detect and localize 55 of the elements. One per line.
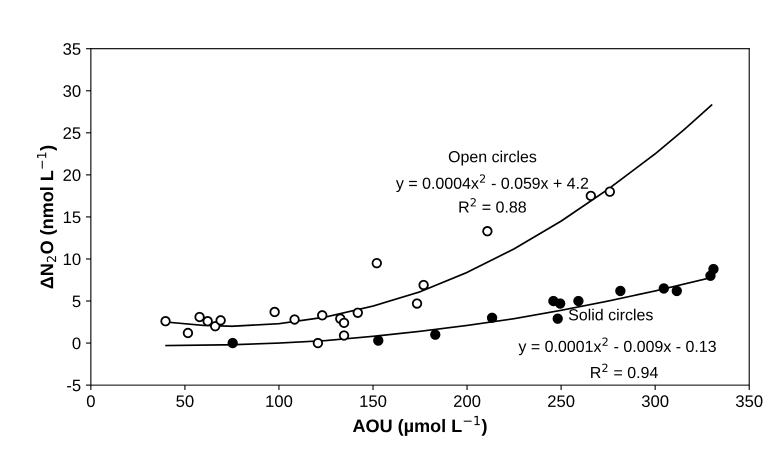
x-tick-label: 350 xyxy=(736,395,762,408)
y-tick-label: 25 xyxy=(63,127,80,140)
y-axis-title: ΔN$_{2}$O (nmol L$^{−1}$) xyxy=(37,146,57,288)
x-tick-label: 150 xyxy=(360,395,386,408)
point xyxy=(338,318,350,328)
annotation: Solid circles xyxy=(568,308,653,320)
y-tick-label: 15 xyxy=(64,211,80,224)
point xyxy=(160,316,171,326)
y-tick-label: 30 xyxy=(63,85,80,97)
annotation: y = 0.0001x$^{2}$ - 0.009x - 0.13 xyxy=(518,337,716,356)
point xyxy=(215,315,226,326)
y-tick-label: 5 xyxy=(72,296,80,308)
annotation: R$^{2}$ = 0.88 xyxy=(459,198,526,213)
point xyxy=(202,316,213,326)
point xyxy=(269,306,280,318)
point xyxy=(338,330,350,341)
point xyxy=(552,313,563,324)
point xyxy=(482,226,493,236)
y-tick-label: 0 xyxy=(72,337,80,350)
point xyxy=(554,298,566,309)
point xyxy=(317,310,328,321)
point xyxy=(372,258,382,268)
point xyxy=(708,264,719,274)
x-axis-title: AOU (µmol L$^{−1}$) xyxy=(352,416,487,436)
point xyxy=(228,338,238,348)
x-tick-label: 200 xyxy=(454,395,480,408)
x-tick-label: 100 xyxy=(266,395,292,408)
point xyxy=(573,296,584,306)
point xyxy=(430,329,440,340)
annotation: R$^{2}$ = 0.94 xyxy=(591,364,658,378)
point xyxy=(182,328,194,338)
point xyxy=(604,186,616,197)
x-tick-label: 0 xyxy=(86,395,95,408)
point xyxy=(194,312,205,322)
y-tick-label: -5 xyxy=(67,380,80,392)
point xyxy=(210,321,220,332)
point xyxy=(658,283,669,294)
y-tick-label: 20 xyxy=(63,169,80,182)
x-tick-label: 250 xyxy=(548,395,574,408)
annotation: y = 0.0004x$^{2}$ - 0.059x + 4.2 xyxy=(396,174,588,192)
point xyxy=(412,298,422,309)
x-tick-label: 300 xyxy=(642,395,668,408)
point xyxy=(486,312,498,324)
point xyxy=(418,280,429,290)
point xyxy=(615,286,626,296)
point xyxy=(672,286,682,296)
point xyxy=(352,308,363,318)
annotation: Open circles xyxy=(448,150,536,166)
point xyxy=(312,338,324,348)
x-tick-label: 50 xyxy=(176,395,194,408)
y-tick-label: 10 xyxy=(64,253,80,266)
point xyxy=(373,335,384,346)
point xyxy=(289,314,300,325)
point xyxy=(586,190,596,202)
y-tick-label: 35 xyxy=(63,43,80,55)
